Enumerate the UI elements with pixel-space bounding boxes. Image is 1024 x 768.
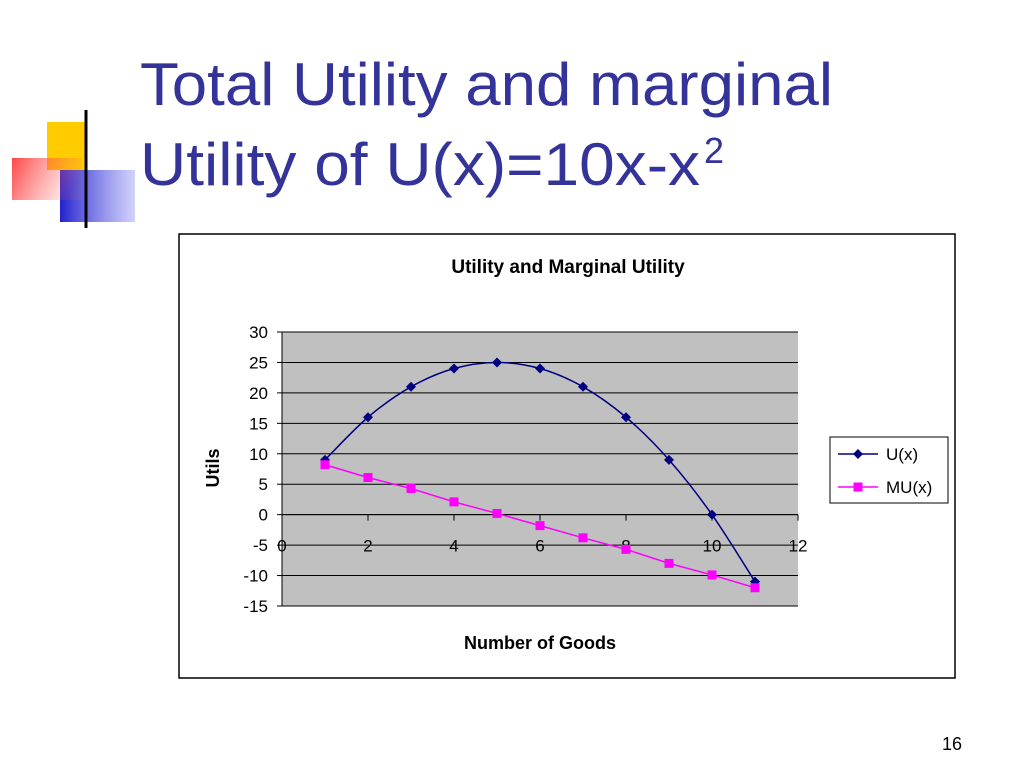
marker (406, 381, 416, 392)
marker (664, 558, 674, 568)
marker (320, 460, 330, 470)
marker (535, 363, 545, 374)
y-tick-label: 25 (249, 353, 268, 372)
marker (707, 570, 717, 580)
marker (578, 381, 588, 392)
y-tick-label: 0 (259, 506, 268, 525)
y-tick-label: -15 (243, 597, 268, 616)
slide-title-superscript: 2 (704, 130, 724, 171)
marker (853, 449, 863, 459)
marker (707, 509, 717, 520)
marker (664, 454, 674, 465)
y-tick-label: 30 (249, 323, 268, 342)
y-tick-label: -5 (253, 536, 268, 555)
x-tick-label: 2 (363, 537, 372, 556)
x-tick-label: 6 (535, 537, 544, 556)
plot-area (282, 332, 798, 606)
y-tick-label: 10 (249, 445, 268, 464)
marker (449, 363, 459, 374)
marker (535, 521, 545, 531)
y-tick-label: 15 (249, 414, 268, 433)
y-axis-label: Utils (203, 448, 223, 487)
x-axis-label: Number of Goods (464, 633, 616, 653)
slide-title: Total Utility and marginal (140, 51, 833, 118)
marker (406, 483, 416, 493)
slide-title: Utility of U(x)=10x-x (140, 131, 700, 198)
y-tick-label: -10 (243, 567, 268, 586)
marker (621, 544, 631, 554)
marker (492, 357, 502, 368)
legend (829, 436, 949, 504)
decoration (12, 110, 1000, 228)
marker (363, 473, 373, 483)
x-tick-label: 12 (789, 537, 808, 556)
y-tick-label: 5 (259, 475, 268, 494)
x-tick-label: 0 (277, 537, 286, 556)
legend-label: MU(x) (886, 478, 932, 497)
marker (750, 583, 760, 593)
marker (853, 482, 863, 492)
marker (578, 533, 588, 543)
page-number: 16 (942, 734, 962, 754)
x-tick-label: 4 (449, 537, 458, 556)
marker (492, 508, 502, 518)
legend-label: U(x) (886, 445, 918, 464)
y-tick-label: 20 (249, 384, 268, 403)
x-tick-label: 10 (703, 537, 722, 556)
marker (449, 497, 459, 507)
marker (621, 412, 631, 423)
chart-title: Utility and Marginal Utility (451, 257, 685, 278)
marker (363, 412, 373, 423)
